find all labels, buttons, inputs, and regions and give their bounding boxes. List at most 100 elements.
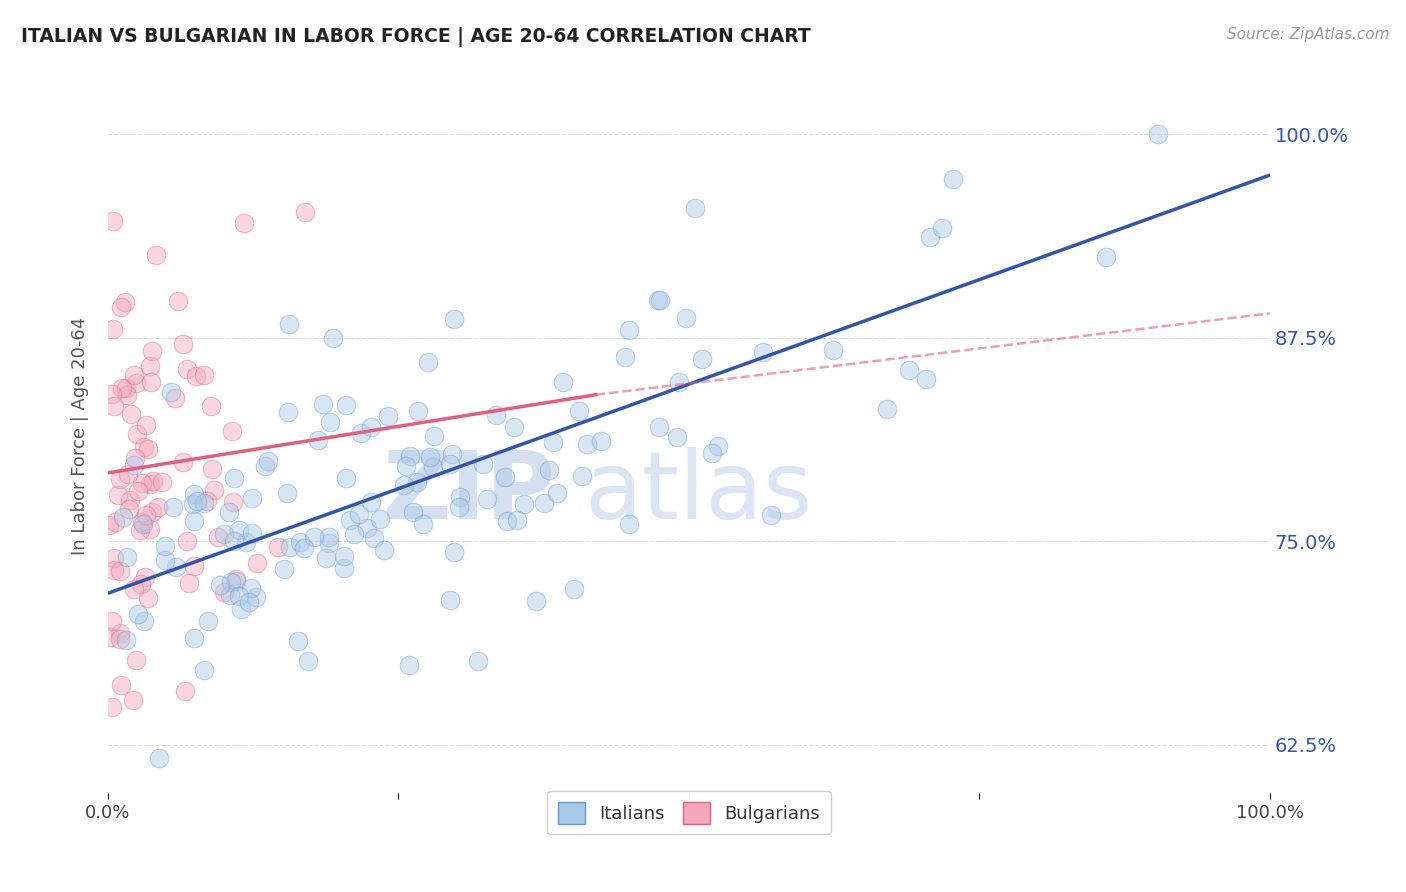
Point <box>228 589 250 603</box>
Point <box>201 461 224 475</box>
Point <box>101 699 124 714</box>
Point <box>139 522 162 536</box>
Point <box>148 500 170 515</box>
Point <box>591 434 613 449</box>
Point <box>141 344 163 359</box>
Point <box>122 693 145 707</box>
Point <box>318 530 340 544</box>
Point <box>356 521 378 535</box>
Point <box>1147 127 1170 141</box>
Point <box>485 408 508 422</box>
Point <box>541 434 564 449</box>
Point <box>112 510 135 524</box>
Point <box>551 375 574 389</box>
Point <box>111 380 134 394</box>
Point <box>122 582 145 596</box>
Point <box>110 626 132 640</box>
Point <box>294 205 316 219</box>
Point <box>142 474 165 488</box>
Point <box>312 397 335 411</box>
Point <box>120 408 142 422</box>
Point <box>193 496 215 510</box>
Text: atlas: atlas <box>585 447 813 539</box>
Point <box>108 564 131 578</box>
Point <box>412 517 434 532</box>
Point <box>1095 250 1118 264</box>
Point <box>120 492 142 507</box>
Point <box>242 491 264 505</box>
Point <box>318 415 340 429</box>
Point <box>821 343 844 357</box>
Point <box>440 447 463 461</box>
Point <box>212 585 235 599</box>
Point <box>467 654 489 668</box>
Point <box>193 368 215 382</box>
Point <box>942 171 965 186</box>
Point <box>101 321 124 335</box>
Point <box>127 483 149 498</box>
Point <box>160 385 183 400</box>
Point <box>145 248 167 262</box>
Point <box>333 560 356 574</box>
Point <box>103 563 125 577</box>
Point <box>439 592 461 607</box>
Point <box>419 450 441 465</box>
Point <box>153 539 176 553</box>
Point <box>377 409 399 423</box>
Point <box>915 372 938 386</box>
Point <box>418 355 440 369</box>
Point <box>315 551 337 566</box>
Point <box>136 591 159 605</box>
Point <box>139 476 162 491</box>
Point <box>690 351 713 366</box>
Point <box>322 331 344 345</box>
Point <box>103 550 125 565</box>
Point <box>98 630 121 644</box>
Point <box>153 553 176 567</box>
Point <box>335 399 357 413</box>
Point <box>513 497 536 511</box>
Point <box>702 446 724 460</box>
Point <box>647 293 669 307</box>
Point <box>124 368 146 383</box>
Point <box>335 471 357 485</box>
Point <box>162 500 184 515</box>
Point <box>277 318 299 332</box>
Point <box>614 350 637 364</box>
Point <box>288 535 311 549</box>
Point <box>209 578 232 592</box>
Point <box>131 515 153 529</box>
Point <box>115 381 138 395</box>
Point <box>135 417 157 432</box>
Point <box>240 526 263 541</box>
Point <box>225 574 247 588</box>
Point <box>898 362 921 376</box>
Point <box>235 534 257 549</box>
Point <box>118 502 141 516</box>
Point <box>443 312 465 326</box>
Point <box>129 577 152 591</box>
Point <box>668 375 690 389</box>
Point <box>135 508 157 522</box>
Point <box>398 657 420 672</box>
Point <box>183 514 205 528</box>
Point <box>110 678 132 692</box>
Point <box>363 531 385 545</box>
Point <box>546 486 568 500</box>
Point <box>193 663 215 677</box>
Point <box>267 540 290 554</box>
Point <box>131 476 153 491</box>
Point <box>571 468 593 483</box>
Point <box>238 595 260 609</box>
Point <box>239 581 262 595</box>
Point <box>245 590 267 604</box>
Point <box>134 441 156 455</box>
Point <box>395 458 418 473</box>
Point <box>114 632 136 647</box>
Point <box>648 420 671 434</box>
Point <box>221 495 243 509</box>
Point <box>141 505 163 519</box>
Point <box>183 487 205 501</box>
Point <box>505 512 527 526</box>
Point <box>276 486 298 500</box>
